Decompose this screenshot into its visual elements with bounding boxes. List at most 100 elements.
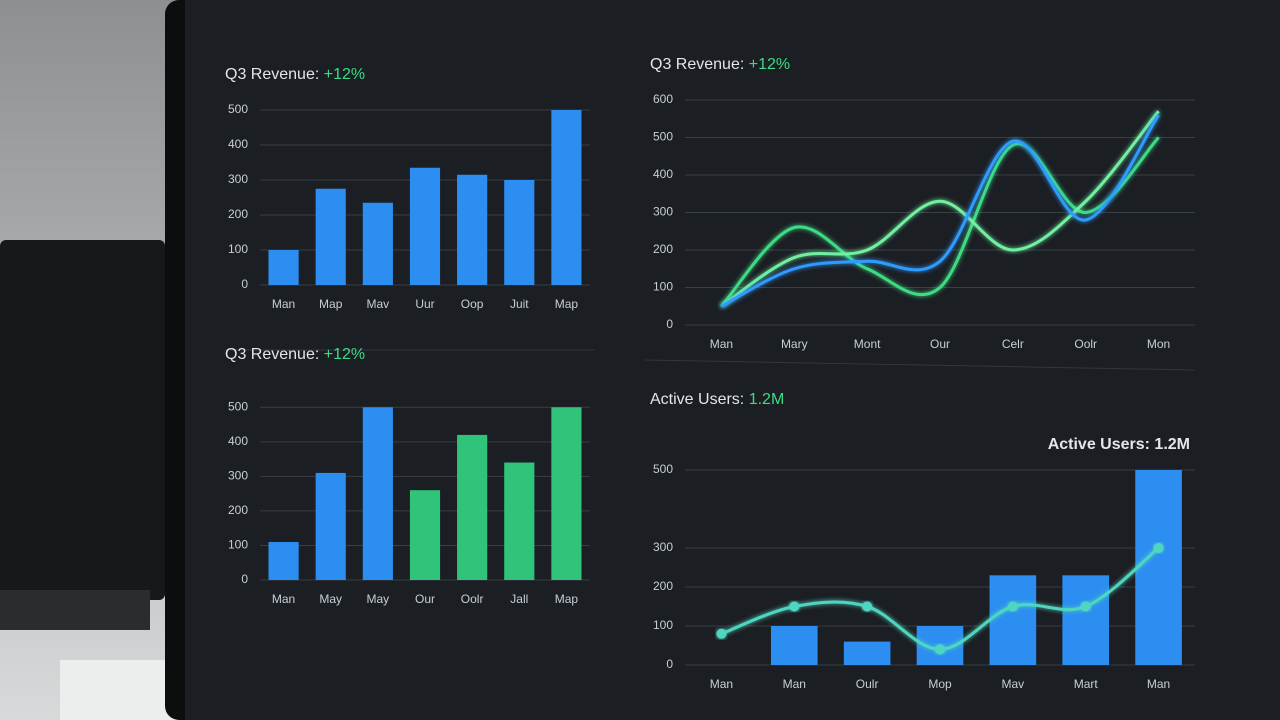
x-tick-label: Map — [555, 592, 579, 606]
x-tick-label: Oolr — [461, 592, 484, 606]
x-tick-label: Our — [930, 337, 950, 351]
chart: Q3 Revenue: +12% 0 100 200 300 400 500 600 Man Ma… — [650, 56, 1195, 351]
x-tick-label: Oop — [461, 297, 484, 311]
bar — [457, 174, 488, 285]
y-tick-label: 0 — [241, 572, 248, 586]
y-tick-label: 300 — [228, 172, 248, 186]
x-tick-label: Mop — [928, 677, 952, 691]
y-tick-label: 100 — [228, 242, 248, 256]
point — [789, 601, 800, 612]
bar — [457, 434, 488, 580]
chart-title: Q3 Revenue: +12% — [225, 66, 365, 83]
bar — [504, 462, 535, 580]
chart-title: Q3 Revenue: +12% — [225, 346, 365, 363]
y-tick-label: 0 — [666, 657, 673, 671]
x-tick-label: Mart — [1074, 677, 1099, 691]
y-tick-label: 500 — [228, 102, 248, 116]
bar — [1062, 575, 1110, 665]
x-tick-label: Mary — [781, 337, 808, 351]
y-tick-label: 400 — [228, 434, 248, 448]
y-tick-label: 200 — [228, 207, 248, 221]
title-change: +12% — [324, 346, 365, 363]
y-tick-label: 300 — [228, 469, 248, 483]
bar — [268, 250, 299, 285]
x-tick-label: Map — [319, 297, 343, 311]
x-tick-label: Map — [555, 297, 579, 311]
point — [716, 628, 727, 639]
point — [862, 601, 873, 612]
bar — [989, 575, 1037, 665]
x-tick-label: Oolr — [1074, 337, 1097, 351]
x-tick-label: Man — [272, 297, 295, 311]
bar — [409, 490, 441, 580]
chart: Q3 Revenue: +12% 0 100 200 300 400 500 Man May Ma… — [225, 346, 590, 606]
x-tick-label: Mont — [854, 337, 881, 351]
y-tick-label: 0 — [666, 317, 673, 331]
point — [1153, 543, 1164, 553]
charts: Q3 Revenue: +12% 0 100 200 300 400 500 Man Map Ma… — [225, 56, 1195, 691]
line — [720, 114, 1160, 308]
title-text: Active Users: — [650, 391, 744, 408]
y-tick-label: 200 — [228, 503, 248, 517]
y-tick-label: 300 — [653, 540, 673, 554]
title-text: Q3 Revenue: — [650, 56, 744, 73]
x-tick-label: May — [367, 592, 390, 606]
bar — [315, 188, 346, 285]
title-change: +12% — [749, 56, 790, 73]
x-tick-label: Mav — [367, 297, 390, 311]
x-tick-label: Man — [783, 677, 806, 691]
title-change: +12% — [324, 66, 365, 83]
bar — [770, 626, 818, 665]
bar — [362, 202, 393, 285]
bar — [504, 180, 535, 285]
annotation: Active Users: 1.2M — [1048, 436, 1190, 453]
x-tick-label: Juit — [510, 297, 529, 311]
point — [935, 644, 945, 655]
y-tick-label: 600 — [653, 92, 673, 106]
x-tick-label: Mon — [1147, 337, 1170, 351]
point — [1007, 601, 1018, 612]
bar — [551, 110, 582, 285]
point — [1080, 601, 1091, 612]
y-tick-label: 100 — [228, 538, 248, 552]
bar — [268, 542, 299, 580]
title-change: 1.2M — [749, 391, 785, 408]
line — [720, 136, 1160, 308]
x-tick-label: Man — [710, 337, 733, 351]
line — [720, 110, 1160, 308]
bar — [315, 472, 346, 580]
y-tick-label: 500 — [653, 462, 673, 476]
bar — [1135, 470, 1182, 665]
y-tick-label: 100 — [653, 280, 673, 294]
y-tick-label: 300 — [653, 205, 673, 219]
bar — [409, 167, 441, 285]
x-tick-label: Man — [272, 592, 295, 606]
x-tick-label: Jall — [510, 592, 528, 606]
y-tick-label: 200 — [653, 242, 673, 256]
chart-title: Q3 Revenue: +12% — [650, 56, 790, 73]
y-tick-label: 400 — [653, 167, 673, 181]
x-tick-label: May — [319, 592, 342, 606]
x-tick-label: Oulr — [856, 677, 879, 691]
title-text: Q3 Revenue: — [225, 66, 319, 83]
x-tick-label: Mav — [1002, 677, 1025, 691]
x-tick-label: Our — [415, 592, 435, 606]
chart-title: Active Users: 1.2M — [650, 391, 784, 408]
laptop-screen — [0, 240, 165, 600]
y-tick-label: 400 — [228, 137, 248, 151]
y-tick-label: 500 — [228, 399, 248, 413]
x-tick-label: Celr — [1002, 337, 1024, 351]
title-text: Q3 Revenue: — [225, 346, 319, 363]
chart: Q3 Revenue: +12% 0 100 200 300 400 500 Man Map Ma… — [225, 66, 590, 311]
bar — [843, 641, 891, 665]
y-tick-label: 200 — [653, 579, 673, 593]
bar — [362, 407, 393, 580]
laptop-keyboard — [0, 590, 150, 630]
bar — [551, 407, 582, 580]
y-tick-label: 100 — [653, 618, 673, 632]
x-tick-label: Uur — [415, 297, 434, 311]
x-tick-label: Man — [710, 677, 733, 691]
